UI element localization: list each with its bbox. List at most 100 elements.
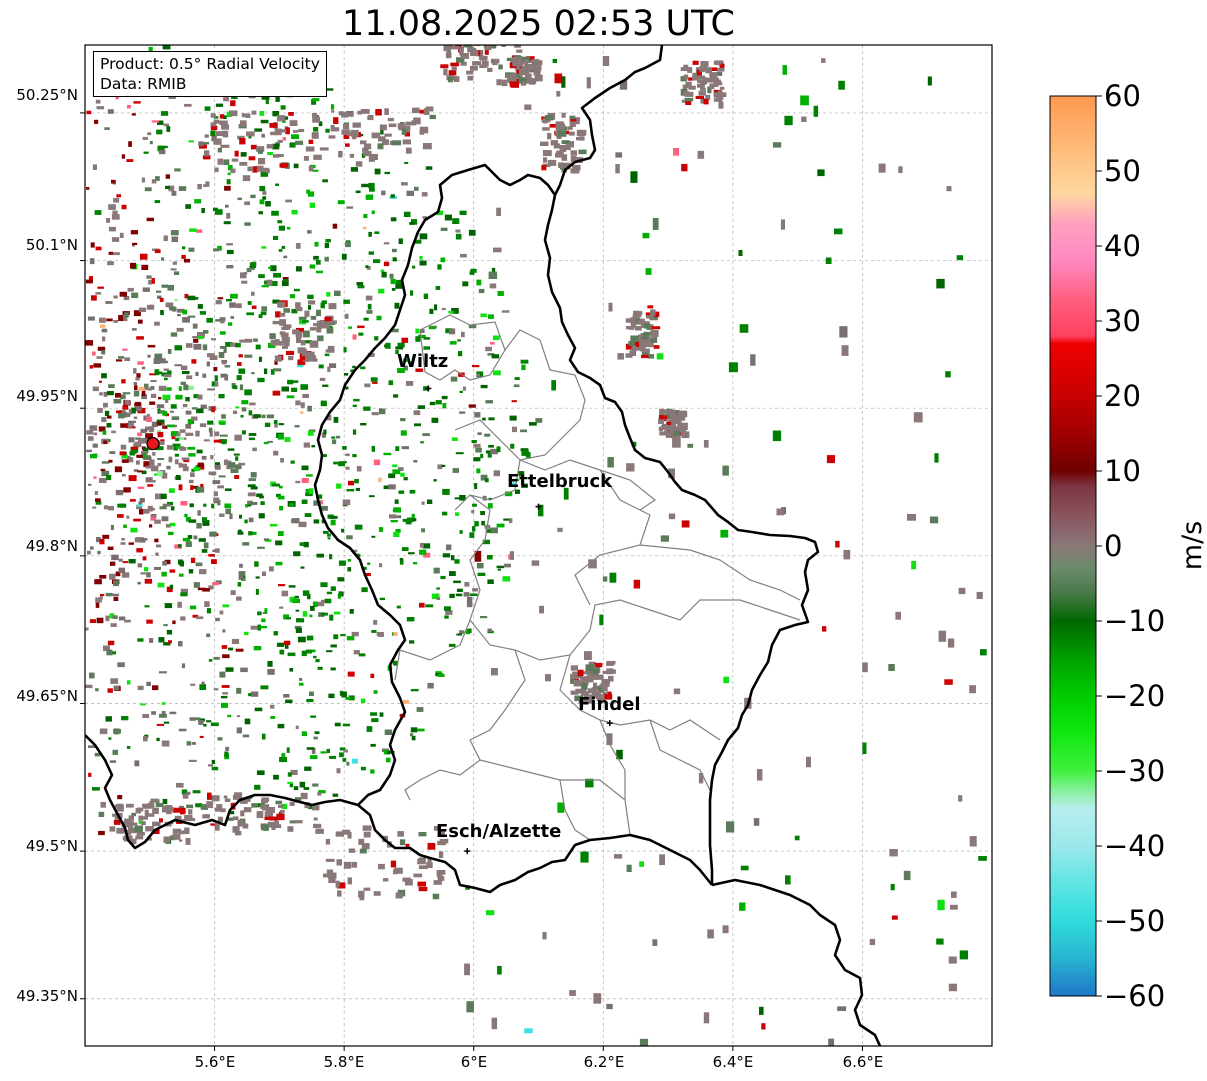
velocity-echo (703, 99, 709, 105)
velocity-echo (408, 361, 413, 364)
velocity-echo (288, 585, 296, 588)
velocity-echo (330, 586, 336, 591)
velocity-echo (304, 802, 310, 809)
velocity-echo (225, 667, 234, 672)
velocity-echo (261, 733, 266, 740)
velocity-echo (273, 631, 278, 636)
velocity-echo (232, 826, 240, 833)
velocity-echo (172, 261, 177, 265)
velocity-echo (345, 143, 350, 147)
velocity-echo (164, 805, 173, 809)
velocity-echo (155, 493, 163, 500)
velocity-echo (556, 91, 561, 97)
velocity-echo (516, 49, 523, 53)
velocity-echo (269, 566, 274, 572)
velocity-echo (460, 253, 467, 258)
velocity-echo (151, 465, 159, 472)
colorbar-tick-label: 0 (1104, 529, 1123, 563)
velocity-echo (889, 849, 898, 857)
velocity-echo (146, 217, 154, 222)
velocity-echo (319, 147, 329, 151)
velocity-echo (717, 67, 725, 72)
velocity-echo (161, 284, 169, 288)
velocity-echo (109, 760, 117, 763)
velocity-echo (513, 384, 520, 388)
velocity-echo (359, 848, 367, 854)
velocity-echo (574, 695, 584, 702)
velocity-echo (149, 373, 157, 376)
velocity-echo (136, 373, 141, 378)
velocity-echo (351, 861, 358, 868)
velocity-echo (265, 98, 269, 105)
velocity-echo (180, 381, 186, 385)
velocity-echo (381, 139, 389, 146)
velocity-echo (146, 681, 151, 686)
velocity-echo (123, 487, 131, 493)
velocity-echo (203, 439, 210, 442)
velocity-echo (234, 792, 243, 800)
velocity-echo (261, 133, 265, 138)
colorbar-tick-label: −20 (1104, 679, 1166, 713)
velocity-echo (135, 401, 141, 405)
velocity-echo (225, 508, 231, 515)
velocity-echo (288, 112, 294, 116)
velocity-echo (388, 380, 394, 386)
velocity-echo (255, 588, 259, 595)
velocity-echo (377, 143, 384, 150)
velocity-echo (349, 609, 354, 614)
velocity-echo (310, 605, 315, 611)
velocity-echo (702, 77, 708, 82)
velocity-echo (307, 300, 316, 305)
velocity-echo (438, 673, 445, 677)
velocity-echo (417, 728, 425, 732)
velocity-echo (119, 315, 128, 322)
velocity-echo (107, 415, 112, 419)
velocity-echo (303, 330, 310, 338)
velocity-echo (426, 499, 433, 504)
velocity-echo (159, 358, 166, 364)
velocity-echo (170, 332, 178, 337)
velocity-echo (169, 522, 176, 527)
velocity-echo (390, 860, 397, 868)
velocity-echo (122, 392, 131, 395)
velocity-echo (219, 114, 225, 119)
velocity-echo (270, 716, 276, 719)
velocity-echo (602, 56, 610, 66)
velocity-echo (244, 718, 251, 725)
velocity-echo (230, 168, 236, 174)
velocity-echo (222, 629, 226, 633)
velocity-echo (107, 688, 113, 693)
velocity-echo (278, 584, 286, 587)
velocity-echo (364, 143, 372, 150)
velocity-echo (93, 476, 97, 479)
velocity-echo (425, 166, 433, 170)
velocity-echo (100, 468, 106, 472)
velocity-echo (703, 1012, 710, 1024)
velocity-echo (170, 506, 175, 511)
velocity-echo (337, 577, 345, 582)
velocity-echo (226, 212, 231, 219)
velocity-echo (488, 444, 494, 448)
velocity-echo (158, 410, 166, 414)
velocity-echo (712, 77, 719, 81)
velocity-echo (684, 97, 694, 102)
velocity-echo (217, 485, 224, 489)
velocity-echo (176, 782, 184, 788)
velocity-echo (592, 668, 599, 675)
velocity-echo (413, 117, 421, 125)
velocity-echo (190, 683, 196, 686)
velocity-echo (232, 816, 239, 821)
velocity-echo (159, 818, 163, 823)
velocity-echo (121, 379, 126, 384)
velocity-echo (776, 508, 785, 516)
velocity-echo (907, 514, 916, 521)
velocity-echo (299, 637, 303, 642)
velocity-echo (99, 575, 107, 579)
velocity-echo (486, 555, 493, 560)
velocity-echo (224, 375, 229, 381)
velocity-echo (401, 547, 409, 551)
velocity-echo (221, 439, 227, 445)
velocity-echo (250, 472, 257, 478)
velocity-echo (240, 272, 247, 279)
velocity-echo (99, 317, 106, 323)
